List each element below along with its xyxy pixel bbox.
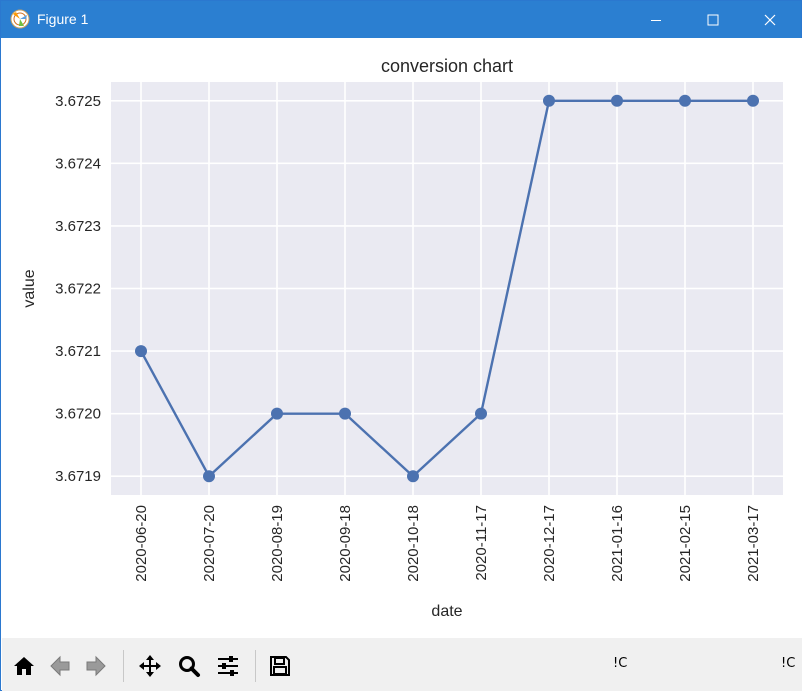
series-line — [139, 99, 753, 478]
toolbar-separator — [123, 650, 124, 682]
data-point — [407, 470, 419, 483]
x-tick-label: 2020-08-19 — [269, 505, 286, 582]
arrow-right-icon — [86, 655, 106, 677]
status-coordinates-right: !C — [781, 656, 796, 671]
configure-subplots-button[interactable] — [212, 650, 244, 682]
magnifier-icon — [179, 656, 200, 677]
navigation-toolbar: !C !C — [2, 638, 802, 691]
arrow-left-icon — [50, 655, 70, 677]
save-button[interactable] — [264, 650, 296, 682]
x-tick-label: 2020-12-17 — [541, 505, 558, 582]
title-bar: Figure 1 — [1, 1, 801, 38]
back-button[interactable] — [44, 650, 76, 682]
minimize-button[interactable] — [633, 1, 679, 38]
zoom-button[interactable] — [173, 650, 205, 682]
window-title: Figure 1 — [37, 11, 89, 27]
y-axis-label: value — [21, 269, 38, 307]
line-chart: 3.6719 3.6720 3.6721 3.6722 3.6723 3.6724 3.67… — [21, 56, 783, 620]
pan-button[interactable] — [134, 650, 166, 682]
data-point — [747, 94, 759, 107]
floppy-disk-icon — [270, 656, 290, 676]
y-tick-label: 3.6719 — [55, 468, 101, 485]
app-icon — [10, 9, 30, 29]
data-point — [679, 94, 691, 107]
y-tick-label: 3.6725 — [55, 93, 101, 110]
data-point — [135, 345, 147, 358]
minimize-icon — [651, 19, 661, 21]
x-tick-label: 2020-09-18 — [337, 505, 354, 582]
sliders-icon — [218, 656, 238, 676]
y-tick-label: 3.6720 — [55, 406, 101, 423]
x-tick-label: 2020-06-20 — [133, 505, 150, 582]
home-button[interactable] — [8, 650, 40, 682]
status-coordinates-left: !C — [613, 656, 628, 671]
home-icon — [14, 657, 34, 675]
close-icon — [764, 14, 776, 25]
toolbar-separator — [255, 650, 256, 682]
x-tick-label: 2020-11-17 — [473, 505, 490, 581]
x-tick-label: 2020-07-20 — [201, 505, 218, 582]
y-tick-label: 3.6723 — [55, 218, 101, 235]
x-axis-label: date — [431, 603, 462, 620]
data-point — [339, 407, 351, 420]
y-tick-label: 3.6724 — [55, 155, 101, 172]
maximize-icon — [707, 14, 719, 25]
x-tick-label: 2020-10-18 — [405, 505, 422, 582]
y-tick-label: 3.6722 — [55, 281, 101, 298]
x-tick-label: 2021-03-17 — [745, 505, 762, 582]
chart-title: conversion chart — [381, 56, 513, 76]
data-point — [543, 94, 555, 107]
x-tick-label: 2021-01-16 — [609, 505, 626, 582]
y-tick-label: 3.6721 — [55, 343, 101, 360]
data-point — [475, 407, 487, 420]
figure-canvas[interactable]: 3.6719 3.6720 3.6721 3.6722 3.6723 3.6724 3.67… — [2, 38, 802, 638]
data-point — [203, 470, 215, 483]
data-point — [271, 407, 283, 420]
maximize-button[interactable] — [690, 1, 736, 38]
x-tick-label: 2021-02-15 — [677, 505, 694, 582]
data-point — [611, 94, 623, 107]
forward-button[interactable] — [80, 650, 112, 682]
move-arrows-icon — [139, 655, 161, 677]
close-button[interactable] — [747, 1, 793, 38]
